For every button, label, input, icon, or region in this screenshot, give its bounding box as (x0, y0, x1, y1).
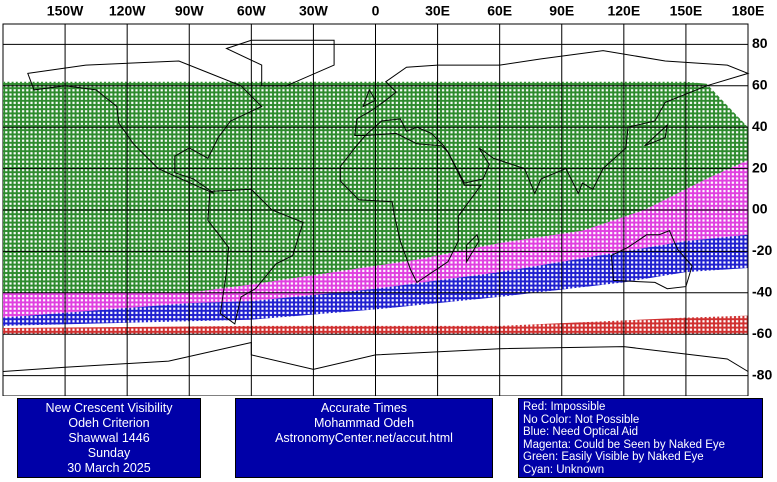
longitude-label: 150E (670, 3, 703, 19)
info-line: Blue: Need Optical Aid (523, 426, 639, 438)
info-line: AstronomyCenter.net/accut.html (275, 431, 453, 445)
longitude-label: 30W (299, 3, 329, 19)
coastline (339, 132, 482, 284)
info-line: Red: Impossible (523, 401, 606, 413)
info-line: Mohammad Odeh (313, 416, 415, 430)
info-line: No Color: Not Possible (523, 413, 640, 426)
longitude-label: 180E (732, 3, 765, 19)
longitude-label: 120E (607, 3, 640, 19)
coastline (362, 88, 377, 108)
longitude-label: 60E (487, 3, 512, 19)
visibility-map: 150W 120W 90W 60W 30W 0 30E 60E 90E 120E 150E 180E 8… (2, 3, 772, 397)
info-line: Shawwal 1446 (68, 431, 150, 445)
credits-box: Accurate Times Mohammad Odeh AstronomyCent… (235, 398, 493, 478)
coastline (225, 39, 335, 87)
coastline (27, 60, 263, 194)
coastline (354, 50, 750, 195)
latitude-label: 60 (752, 77, 768, 93)
latitude-label: 80 (752, 35, 768, 51)
info-line: Sunday (87, 446, 131, 460)
info-line: Magenta: Could be Seen by Naked Eye (523, 438, 726, 451)
longitude-label: 0 (372, 3, 380, 19)
info-line: Odeh Criterion (68, 416, 150, 430)
latitude-label: 20 (752, 159, 768, 175)
latitude-label: 00 (752, 201, 768, 217)
legend-box: Red: Impossible No Color: Not Possible Blu… (518, 398, 763, 478)
longitude-label: 90E (549, 3, 574, 19)
coastline (610, 230, 693, 290)
longitude-label: 150W (47, 3, 84, 19)
longitude-label: 60W (237, 3, 267, 19)
info-line: Accurate Times (320, 401, 408, 415)
latitude-label: -80 (752, 366, 772, 382)
longitude-label: 30E (425, 3, 450, 19)
latitude-label: 40 (752, 118, 768, 134)
info-line: Cyan: Unknown (523, 463, 605, 476)
longitude-label: 90W (175, 3, 205, 19)
latitude-label: -20 (752, 242, 772, 258)
info-line: New Crescent Visibility (45, 401, 173, 415)
coastline (466, 233, 480, 264)
info-line: 30 March 2025 (67, 461, 151, 475)
coastline (644, 123, 669, 147)
title-box: New Crescent Visibility Odeh Criterion Sha… (17, 398, 201, 478)
latitude-label: -60 (752, 325, 772, 341)
longitude-label: 120W (109, 3, 146, 19)
latitude-label: -40 (752, 284, 772, 300)
info-line: Green: Easily Visible by Naked Eye (523, 451, 704, 463)
